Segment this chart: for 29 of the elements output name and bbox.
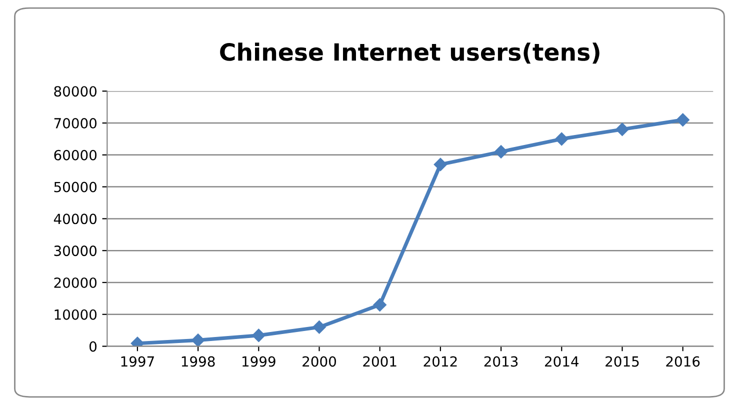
y-tick-label: 40000	[54, 214, 97, 224]
x-tick-label: 2016	[666, 356, 700, 367]
x-tick-label: 2015	[606, 356, 639, 367]
x-tick-label: 1998	[182, 356, 215, 367]
y-tick-label: 70000	[54, 118, 97, 128]
y-tick-label: 80000	[54, 86, 97, 97]
point	[191, 334, 205, 346]
point	[434, 158, 448, 172]
y-tick-label: 0	[90, 341, 97, 352]
y-tick-label: 20000	[54, 277, 97, 288]
chart-title: Chinese Internet users(tens)	[220, 42, 600, 64]
y-tick-label: 60000	[54, 150, 97, 160]
y-tick-label: 10000	[54, 309, 97, 320]
x-tick-label: 1997	[121, 356, 154, 367]
x-tick-label: 2014	[544, 356, 579, 367]
x-tick-label: 2013	[484, 356, 518, 367]
point	[555, 132, 568, 146]
point	[494, 145, 508, 158]
y-tick-label: 50000	[54, 182, 97, 192]
point	[252, 328, 266, 342]
x-tick-label: 2001	[363, 356, 396, 367]
point	[616, 122, 629, 136]
y-tick-label: 30000	[54, 246, 97, 256]
point	[312, 320, 326, 334]
point	[676, 113, 690, 126]
x-tick-label: 1999	[242, 356, 276, 367]
point	[373, 298, 386, 312]
x-tick-label: 2012	[424, 356, 457, 367]
x-tick-label: 2000	[302, 356, 336, 367]
